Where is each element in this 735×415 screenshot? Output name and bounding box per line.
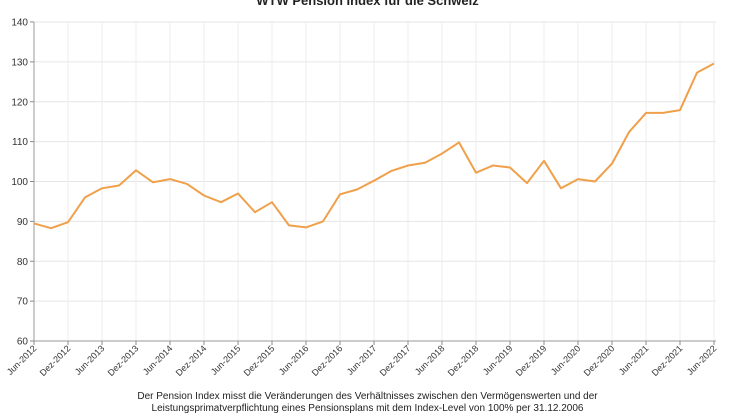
x-tick-label: Dez-2018 xyxy=(446,343,481,378)
y-tick-label: 60 xyxy=(17,337,29,348)
x-tick-label: Jun-2021 xyxy=(617,343,651,377)
x-tick-label: Dez-2013 xyxy=(106,343,141,378)
y-tick-label: 90 xyxy=(17,217,29,228)
x-tick-label: Dez-2020 xyxy=(582,343,617,378)
caption-line-2: Leistungsprimatverpflichtung eines Pensi… xyxy=(151,403,584,414)
caption-line-1: Der Pension Index misst die Veränderunge… xyxy=(137,391,598,402)
x-tick-label: Jun-2013 xyxy=(73,343,107,377)
x-tick-label: Jun-2014 xyxy=(141,343,175,377)
y-tick-label: 140 xyxy=(11,18,28,29)
axes xyxy=(30,21,716,345)
series-layer xyxy=(33,62,715,230)
x-tick-label: Jun-2017 xyxy=(345,343,379,377)
chart-caption: Der Pension Index misst die Veränderunge… xyxy=(0,391,735,415)
x-tick-label: Jun-2020 xyxy=(549,343,583,377)
x-tick-label: Jun-2018 xyxy=(413,343,447,377)
grid xyxy=(33,21,716,342)
y-tick-label: 120 xyxy=(11,97,28,108)
x-tick-label: Jun-2019 xyxy=(481,343,515,377)
y-tick-label: 70 xyxy=(17,297,29,308)
x-tick-label: Jun-2015 xyxy=(209,343,243,377)
x-tick-label: Dez-2012 xyxy=(38,343,73,378)
x-tick-label: Jun-2022 xyxy=(685,343,719,377)
y-tick-label: 100 xyxy=(11,177,28,188)
chart-title: WTW Pension Index für die Schweiz xyxy=(256,0,479,8)
x-tick-label: Dez-2016 xyxy=(310,343,345,378)
y-tick-label: 110 xyxy=(12,137,28,148)
x-tick-label: Dez-2014 xyxy=(174,343,209,378)
x-tick-label: Dez-2015 xyxy=(242,343,277,378)
x-tick-label: Jun-2012 xyxy=(5,343,39,377)
series-line xyxy=(33,62,715,230)
x-tick-label: Jun-2016 xyxy=(277,343,311,377)
x-tick-label: Dez-2017 xyxy=(378,343,413,378)
y-tick-label: 130 xyxy=(11,57,28,68)
x-tick-label: Dez-2021 xyxy=(650,343,685,378)
x-tick-label: Dez-2019 xyxy=(514,343,549,378)
y-tick-label: 80 xyxy=(17,257,29,268)
